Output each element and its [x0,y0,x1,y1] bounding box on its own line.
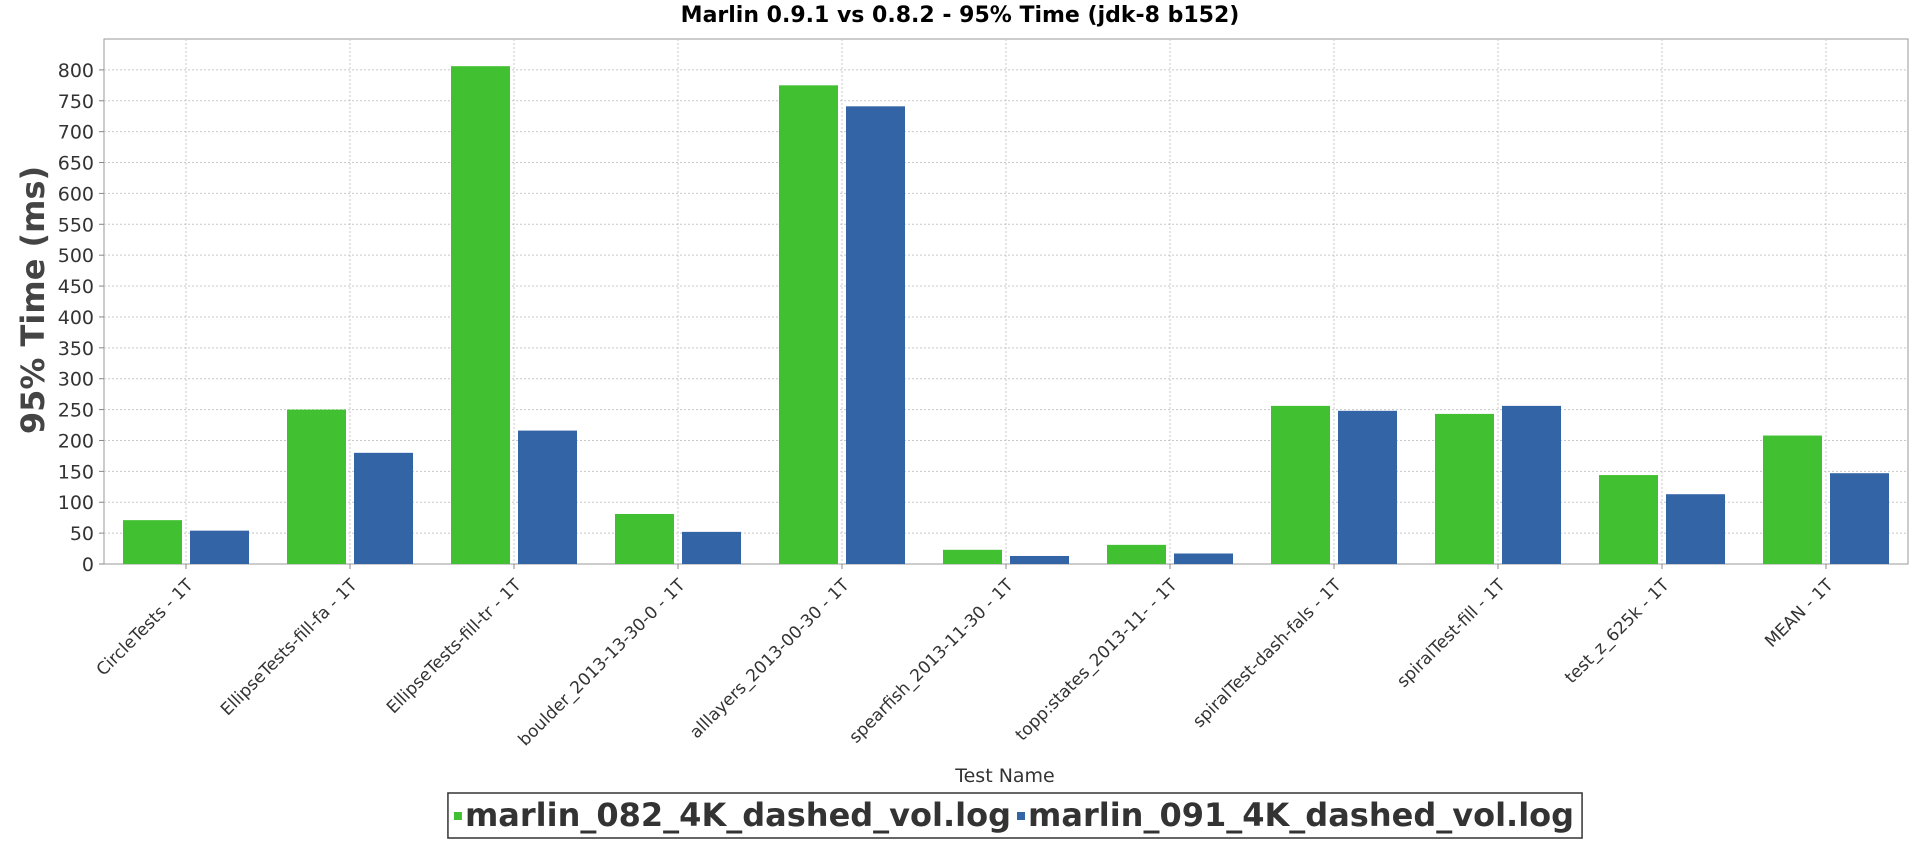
bar-series2 [354,452,413,564]
bar-series2 [1830,473,1889,564]
legend-swatch [453,812,462,820]
y-tick-label: 500 [58,245,94,267]
bar-series2 [518,430,577,564]
y-tick-label: 600 [58,183,94,205]
y-tick-label: 800 [58,60,94,82]
y-tick-label: 450 [58,276,94,298]
x-tick-label: topp:states_2013-11- - 1T [1012,575,1182,745]
y-tick-label: 650 [58,153,94,175]
bar-series1 [615,513,674,564]
y-tick-label: 300 [58,369,94,391]
legend-swatch [1017,812,1025,820]
legend: marlin_082_4K_dashed_vol.log marlin_091_4… [447,792,1583,839]
x-axis: CircleTests - 1T EllipseTests-fill-fa - 1… [93,564,1838,750]
bar-series1 [779,85,838,564]
y-tick-label: 100 [58,492,94,514]
y-axis-label: 95% Time (ms) [14,166,52,434]
bar-series1 [1435,413,1494,564]
x-tick-label: EllipseTests-fill-tr - 1T [383,575,526,718]
bar-series2 [190,530,249,564]
x-tick-label: spiralTest-fill - 1T [1393,575,1510,692]
y-tick-label: 50 [70,523,94,545]
x-tick-label: boulder_2013-13-30-0 - 1T [515,575,690,750]
bar-series1 [123,520,182,564]
y-tick-label: 200 [58,430,94,452]
bar-series1 [1107,544,1166,564]
x-tick-label: alllayers_2013-00-30 - 1T [686,575,854,743]
bars [123,66,1889,565]
bar-series1 [1599,475,1658,564]
x-axis-label: Test Name [954,765,1055,787]
bar-series1 [287,409,346,564]
y-tick-label: 400 [58,307,94,329]
y-tick-label: 250 [58,400,94,422]
x-tick-label: CircleTests - 1T [93,575,198,680]
bar-series2 [846,106,905,564]
y-tick-label: 750 [58,91,94,113]
bar-series1 [1271,405,1330,564]
legend-label: marlin_091_4K_dashed_vol.log [1028,796,1574,834]
bar-series2 [1338,410,1397,564]
y-axis: 0 50 100 150 200 250 300 350 400 450 500 550 600 650 7… [58,60,104,576]
bar-series1 [943,549,1002,564]
x-tick-label: test_z_625k - 1T [1561,575,1674,688]
x-tick-label: spiralTest-dash-fals - 1T [1189,575,1346,732]
chart-title: Marlin 0.9.1 vs 0.8.2 - 95% Time (jdk-8 … [681,3,1240,28]
x-tick-label: MEAN - 1T [1761,575,1838,652]
y-tick-label: 350 [58,338,94,360]
x-tick-label: spearfish_2013-11-30 - 1T [845,575,1017,747]
y-tick-label: 700 [58,122,94,144]
legend-label: marlin_082_4K_dashed_vol.log [465,796,1011,834]
bar-series2 [1174,553,1233,564]
y-tick-label: 0 [82,554,94,576]
legend-box [447,792,1583,839]
y-tick-label: 550 [58,214,94,236]
bar-series2 [1502,405,1561,564]
bar-series1 [451,66,510,565]
y-tick-label: 150 [58,461,94,483]
bar-series2 [1666,494,1725,564]
bar-series1 [1763,435,1822,564]
x-tick-label: EllipseTests-fill-fa - 1T [217,575,362,720]
bar-series2 [1010,555,1069,564]
bar-series2 [682,531,741,564]
